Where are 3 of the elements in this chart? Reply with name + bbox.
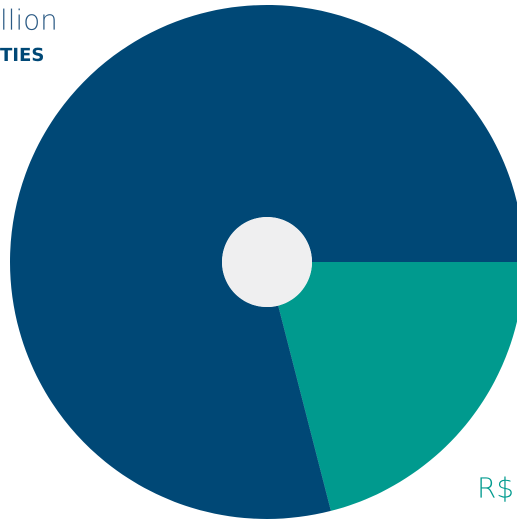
text: R$	[480, 476, 512, 502]
text: llion	[3, 8, 55, 30]
text: TIES	[0, 48, 44, 62]
